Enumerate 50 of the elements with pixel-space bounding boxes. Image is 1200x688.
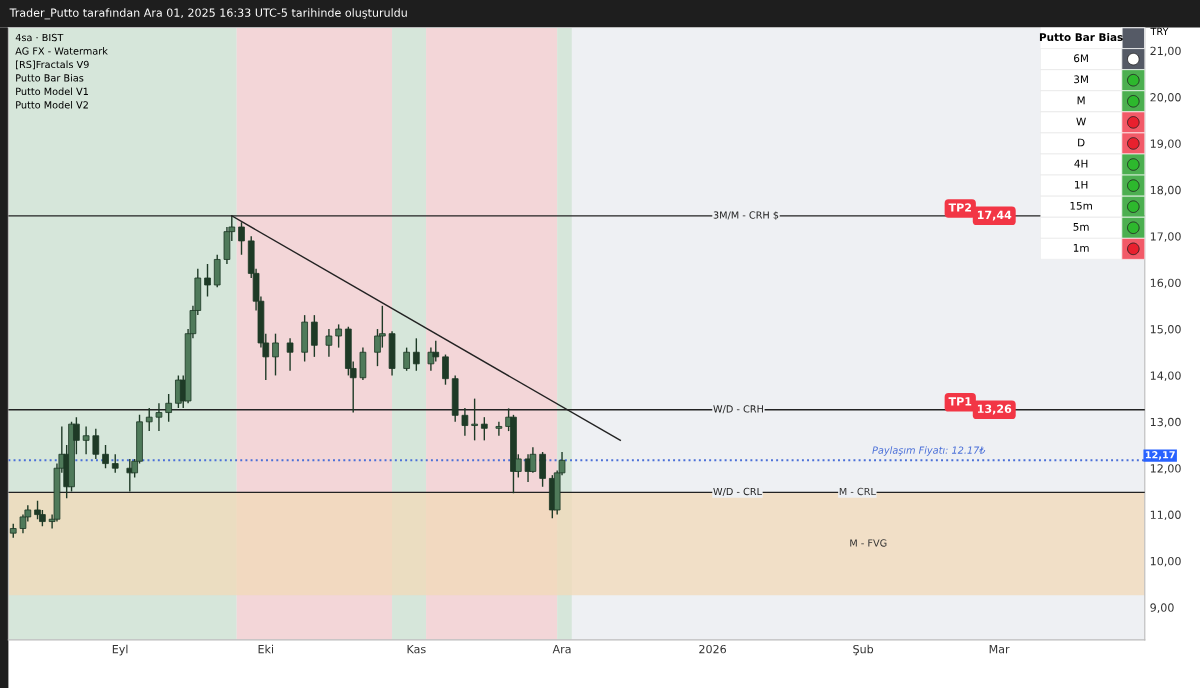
ref-line-label: W/D - CRH xyxy=(713,405,763,414)
annotation: 13,26 xyxy=(977,404,1012,415)
annotation: Putto Bar Bias xyxy=(16,74,84,82)
category-label: M xyxy=(1077,96,1085,105)
ref-line-label: W/D - CRL xyxy=(713,487,762,496)
y-tick-label: 19,00 xyxy=(1150,139,1181,149)
annotation: TP1 xyxy=(948,397,972,406)
annotation: Putto Model V2 xyxy=(16,101,88,109)
y-tick-label: 20,00 xyxy=(1150,93,1181,103)
y-tick-label: 11,00 xyxy=(1150,510,1181,521)
y-axis-title: TRY xyxy=(1150,27,1169,35)
y-tick-label: 13,00 xyxy=(1150,417,1181,428)
category-label: 15m xyxy=(1070,201,1092,210)
annotation: 4sa · BIST xyxy=(15,33,64,42)
x-tick-label: Eki xyxy=(258,644,274,654)
y-tick-label: 21,00 xyxy=(1150,46,1181,57)
chart-title: Trader_Putto tarafından Ara 01, 2025 16:33 UTC-5 tarihinde oluşturuldu xyxy=(9,8,407,20)
annotation: TP2 xyxy=(948,203,972,212)
x-tick-label: Ara xyxy=(552,645,571,654)
category-label: 6M xyxy=(1074,54,1088,63)
y-tick-label: 17,00 xyxy=(1150,232,1181,242)
annotation: 17,44 xyxy=(977,210,1012,221)
text: Putto Bar Bias xyxy=(1039,33,1123,42)
y-tick-label: 14,00 xyxy=(1150,371,1181,381)
category-label: 1H xyxy=(1075,180,1088,189)
category-label: D xyxy=(1078,138,1085,147)
y-tick-label: 12,00 xyxy=(1150,464,1181,474)
annotation: 12,17 xyxy=(1145,451,1175,460)
y-tick-label: 18,00 xyxy=(1150,185,1181,196)
annotation: [RS]Fractals V9 xyxy=(16,60,89,70)
category-label: W xyxy=(1076,117,1086,126)
x-tick-label: Mar xyxy=(989,645,1010,654)
ref-line-label: 3M/M - CRH $ xyxy=(713,211,779,220)
x-tick-label: Kas xyxy=(407,645,426,654)
band-label: M - FVG xyxy=(850,539,887,547)
annotation: Putto Model V1 xyxy=(16,87,88,96)
y-tick-label: 9,00 xyxy=(1150,603,1174,613)
annotation: M - CRL xyxy=(839,487,876,496)
x-tick-label: 2026 xyxy=(699,644,727,654)
x-tick-label: Şub xyxy=(853,644,874,656)
x-tick-label: Eyl xyxy=(112,644,128,656)
category-label: 5m xyxy=(1073,223,1089,231)
category-label: 4H xyxy=(1074,159,1088,168)
y-tick-label: 15,00 xyxy=(1150,325,1181,335)
category-label: 3M xyxy=(1074,75,1088,84)
y-tick-label: 10,00 xyxy=(1150,556,1181,567)
ref-line-label: Paylaşım Fiyatı: 12.17₺ xyxy=(872,446,986,456)
annotation: AG FX - Watermark xyxy=(15,47,108,55)
category-label: 1m xyxy=(1073,244,1089,252)
y-tick-label: 16,00 xyxy=(1150,278,1181,289)
